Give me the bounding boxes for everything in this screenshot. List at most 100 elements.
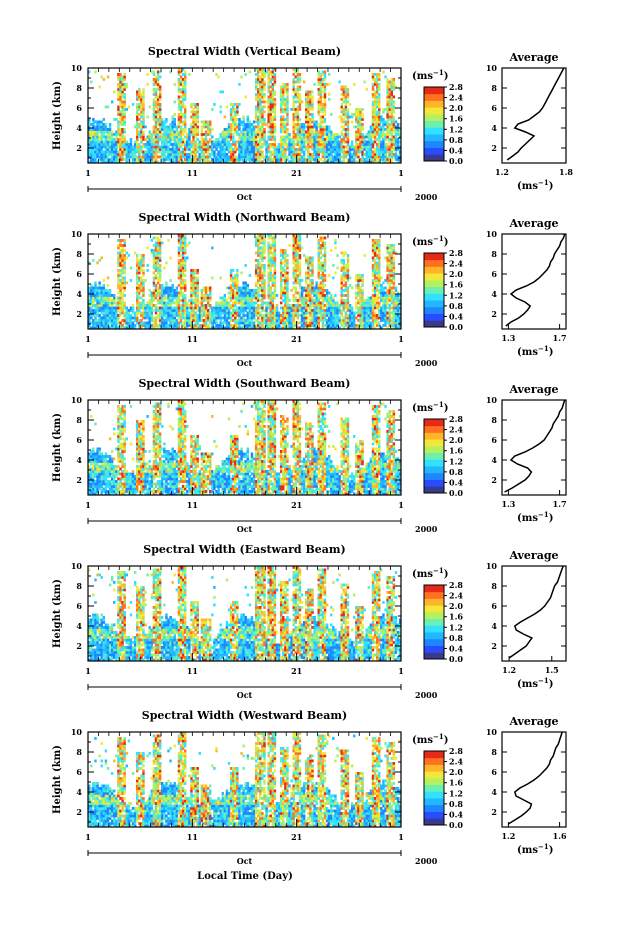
heatmap-cell: [200, 296, 204, 300]
heatmap-cell: [123, 261, 126, 265]
heatmap-cell: [332, 150, 335, 154]
heatmap-cell: [117, 113, 120, 116]
heatmap-cell: [284, 256, 287, 260]
heatmap-cell: [90, 145, 93, 149]
heatmap-cell: [300, 130, 304, 134]
heatmap-cell: [309, 100, 312, 104]
heatmap-cell: [188, 143, 191, 146]
heatmap-cell: [346, 113, 350, 116]
heatmap-cell: [242, 140, 245, 144]
heatmap-cell: [277, 311, 281, 315]
heatmap-cell: [221, 299, 224, 302]
heatmap-cell: [148, 316, 151, 320]
heatmap-cell: [267, 105, 270, 109]
heatmap-cell: [269, 301, 272, 305]
heatmap-cell: [386, 118, 389, 121]
heatmap-cell: [171, 324, 174, 327]
heatmap-cell: [267, 289, 270, 292]
heatmap-cell: [209, 130, 212, 134]
heatmap-cell: [138, 133, 141, 136]
heatmap-cell: [179, 158, 183, 161]
heatmap-cell: [129, 314, 133, 317]
heatmap-cell: [292, 128, 295, 131]
heatmap-cell: [215, 138, 218, 141]
heatmap-cell: [163, 138, 166, 141]
heatmap-cell: [206, 140, 210, 144]
heatmap-cell: [211, 135, 214, 139]
heatmap-cell: [179, 108, 183, 111]
heatmap-cell: [263, 93, 266, 96]
heatmap-cell: [373, 103, 377, 106]
heatmap-cell: [257, 276, 260, 280]
heatmap-cell: [173, 291, 176, 295]
heatmap-cell: [231, 150, 235, 154]
heatmap-cell: [398, 158, 402, 161]
heatmap-cell: [319, 75, 323, 79]
heatmap-cell: [265, 145, 268, 149]
heatmap-cell: [375, 145, 379, 149]
heatmap-cell: [323, 148, 327, 151]
heatmap-cell: [254, 291, 258, 295]
heatmap-cell: [92, 148, 95, 151]
heatmap-cell: [244, 133, 247, 136]
heatmap-cell: [234, 103, 237, 106]
heatmap-cell: [257, 266, 260, 270]
heatmap-cell: [296, 68, 300, 71]
heatmap-cell: [231, 309, 235, 312]
heatmap-cell: [294, 158, 298, 161]
heatmap-cell: [298, 98, 302, 101]
heatmap-cell: [98, 148, 101, 151]
heatmap-cell: [179, 138, 183, 141]
heatmap-cell: [135, 281, 139, 285]
heatmap-cell: [323, 105, 327, 109]
heatmap-cell: [284, 321, 287, 325]
heatmap-cell: [158, 239, 162, 242]
heatmap-cell: [261, 254, 264, 257]
heatmap-cell: [248, 120, 252, 124]
heatmap-cell: [121, 155, 124, 159]
heatmap-cell: [92, 133, 95, 136]
heatmap-cell: [319, 135, 323, 139]
heatmap-cell: [175, 148, 179, 151]
heatmap-cell: [152, 88, 156, 91]
heatmap-cell: [194, 118, 197, 121]
heatmap-cell: [269, 279, 272, 282]
heatmap-cell: [217, 75, 220, 79]
heatmap-cell: [181, 155, 185, 159]
heatmap-cell: [388, 115, 391, 119]
heatmap-cell: [375, 88, 379, 91]
heatmap-cell: [292, 115, 295, 119]
heatmap-cell: [279, 279, 283, 282]
heatmap-cell: [263, 155, 266, 159]
heatmap-cell: [273, 264, 277, 267]
heatmap-cell: [269, 249, 272, 252]
heatmap-cell: [177, 246, 181, 250]
heatmap-cell: [234, 314, 237, 317]
heatmap-cell: [123, 158, 126, 161]
heatmap-cell: [259, 125, 262, 129]
heatmap-cell: [227, 286, 231, 290]
heatmap-cell: [292, 83, 295, 86]
heatmap-cell: [179, 279, 183, 282]
heatmap-cell: [192, 110, 195, 114]
heatmap-cell: [263, 80, 266, 84]
heatmap-cell: [252, 301, 256, 305]
heatmap-cell: [269, 234, 272, 237]
heatmap-cell: [161, 321, 164, 325]
heatmap-cell: [238, 128, 241, 131]
heatmap-cell: [231, 301, 235, 305]
heatmap-cell: [259, 274, 262, 277]
heatmap-cell: [181, 249, 185, 252]
heatmap-cell: [250, 160, 254, 164]
heatmap-cell: [148, 326, 151, 330]
heatmap-cell: [271, 264, 275, 267]
heatmap-cell: [261, 249, 264, 252]
heatmap-cell: [171, 311, 174, 315]
heatmap-cell: [338, 148, 341, 151]
heatmap-cell: [236, 311, 239, 315]
heatmap-cell: [263, 289, 266, 292]
heatmap-cell: [259, 321, 262, 325]
heatmap-cell: [300, 140, 304, 144]
heatmap-cell: [92, 150, 95, 154]
heatmap-cell: [244, 138, 247, 141]
